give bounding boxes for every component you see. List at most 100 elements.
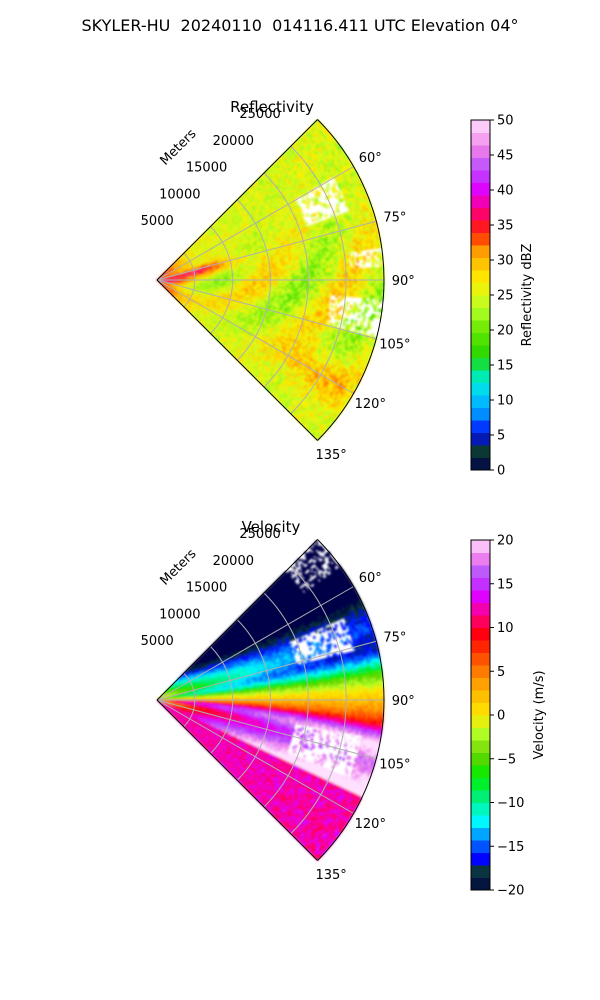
colorbar-segment xyxy=(471,270,490,283)
colorbar-segment xyxy=(471,432,490,446)
colorbar-tick-label: 15 xyxy=(497,577,514,592)
colorbar-tick-label: 0 xyxy=(497,464,505,479)
colorbar-segment xyxy=(471,395,490,408)
radial-tick-label: 10000 xyxy=(159,607,200,622)
colorbar-segment xyxy=(471,220,490,233)
azimuth-tick-label: 105° xyxy=(379,758,410,773)
colorbar-tick-label: 10 xyxy=(497,394,514,409)
colorbar-segment xyxy=(471,445,490,458)
radial-tick-label: 15000 xyxy=(186,161,227,176)
colorbar-segment xyxy=(471,615,490,628)
colorbar-tick-label: 10 xyxy=(497,621,514,636)
grid-spoke xyxy=(156,586,354,701)
colorbar-segment xyxy=(471,565,490,578)
colorbar-tick-label: −5 xyxy=(497,752,516,767)
colorbar-segment xyxy=(471,307,490,321)
azimuth-tick-label: 120° xyxy=(355,817,386,832)
radial-tick-label: 25000 xyxy=(239,527,280,542)
colorbar-segment xyxy=(471,207,490,221)
colorbar-segment xyxy=(471,790,490,803)
colorbar-segment xyxy=(471,320,490,333)
colorbar-segment xyxy=(471,295,490,308)
colorbar-segment xyxy=(471,777,490,791)
colorbar-segment xyxy=(471,602,490,616)
colorbar-segment xyxy=(471,182,490,196)
colorbar-segment xyxy=(471,132,490,146)
azimuth-tick-label: 90° xyxy=(392,274,415,289)
colorbar-segment xyxy=(471,407,490,421)
colorbar-tick-label: 20 xyxy=(497,534,514,549)
colorbar-segment xyxy=(471,740,490,753)
sector-edge xyxy=(156,119,318,281)
grid-spoke xyxy=(156,640,377,701)
colorbar-tick-label: −10 xyxy=(497,796,524,811)
colorbar-segment xyxy=(471,627,490,641)
reflectivity-panel: Reflectivity60°75°90°105°120°135°5000100… xyxy=(141,98,535,479)
radial-tick-label: 20000 xyxy=(213,554,254,569)
colorbar-segment xyxy=(471,765,490,778)
azimuth-tick-label: 60° xyxy=(359,571,382,586)
sector-arc xyxy=(317,119,385,441)
colorbar-segment xyxy=(471,877,490,891)
velocity-panel: Velocity 60° 75° 90° 105° 120° 135° 5000 10000 15… xyxy=(141,518,547,899)
colorbar-segment xyxy=(471,690,490,703)
colorbar-segment xyxy=(471,157,490,171)
colorbar-tick-label: 0 xyxy=(497,709,505,724)
sector-edge xyxy=(156,699,318,861)
colorbar-segment xyxy=(471,702,490,716)
colorbar-tick-label: 30 xyxy=(497,254,514,269)
radial-tick-label: 10000 xyxy=(159,187,200,202)
colorbar-segment xyxy=(471,457,490,471)
sector-edge xyxy=(156,279,318,441)
colorbar-tick-label: 5 xyxy=(497,665,505,680)
colorbar-segment xyxy=(471,540,490,553)
colorbar-segment xyxy=(471,552,490,566)
grid-spoke xyxy=(156,220,377,281)
colorbar-segment xyxy=(471,727,490,741)
radial-tick-label: 5000 xyxy=(141,214,174,229)
colorbar-segment xyxy=(471,752,490,766)
sector-arc xyxy=(317,539,385,861)
colorbar-segment xyxy=(471,827,490,841)
colorbar-tick-label: 35 xyxy=(497,219,514,234)
colorbar-segment xyxy=(471,852,490,866)
grid-spoke xyxy=(156,699,354,814)
colorbar-segment xyxy=(471,245,490,258)
panel-title: Reflectivity xyxy=(230,98,314,116)
grid-spoke xyxy=(156,279,354,394)
radial-tick-label: 25000 xyxy=(239,107,280,122)
colorbar-segment xyxy=(471,802,490,816)
colorbar-label: Reflectivity dBZ xyxy=(520,244,535,347)
colorbar-label: Velocity (m/s) xyxy=(532,670,547,759)
colorbar-segment xyxy=(471,282,490,296)
colorbar-tick-label: 20 xyxy=(497,324,514,339)
colorbar-segment xyxy=(471,677,490,691)
grid-spoke xyxy=(156,699,377,760)
colorbar-segment xyxy=(471,840,490,853)
colorbar-segment xyxy=(471,815,490,828)
azimuth-tick-label: 75° xyxy=(383,210,406,225)
grid-spoke xyxy=(156,166,354,281)
colorbar-segment xyxy=(471,120,490,133)
figure-title: SKYLER-HU 20240110 014116.411 UTC Elevat… xyxy=(0,16,600,35)
azimuth-tick-label: 75° xyxy=(383,630,406,645)
colorbar-tick-label: −20 xyxy=(497,884,524,899)
colorbar-segment xyxy=(471,865,490,878)
colorbar-segment xyxy=(471,232,490,246)
sector-edge xyxy=(156,539,318,701)
azimuth-tick-label: 105° xyxy=(379,338,410,353)
colorbar-segment xyxy=(471,640,490,653)
colorbar-tick-label: 45 xyxy=(497,149,514,164)
azimuth-tick-label: 135° xyxy=(315,868,346,883)
colorbar-segment xyxy=(471,652,490,666)
colorbar-tick-label: 40 xyxy=(497,184,514,199)
colorbar-tick-label: 50 xyxy=(497,114,514,129)
azimuth-tick-label: 90° xyxy=(392,694,415,709)
colorbar-segment xyxy=(471,332,490,346)
colorbar-segment xyxy=(471,195,490,208)
colorbar-segment xyxy=(471,590,490,603)
radial-tick-label: 15000 xyxy=(186,581,227,596)
colorbar-segment xyxy=(471,715,490,728)
colorbar-tick-label: 15 xyxy=(497,359,514,374)
